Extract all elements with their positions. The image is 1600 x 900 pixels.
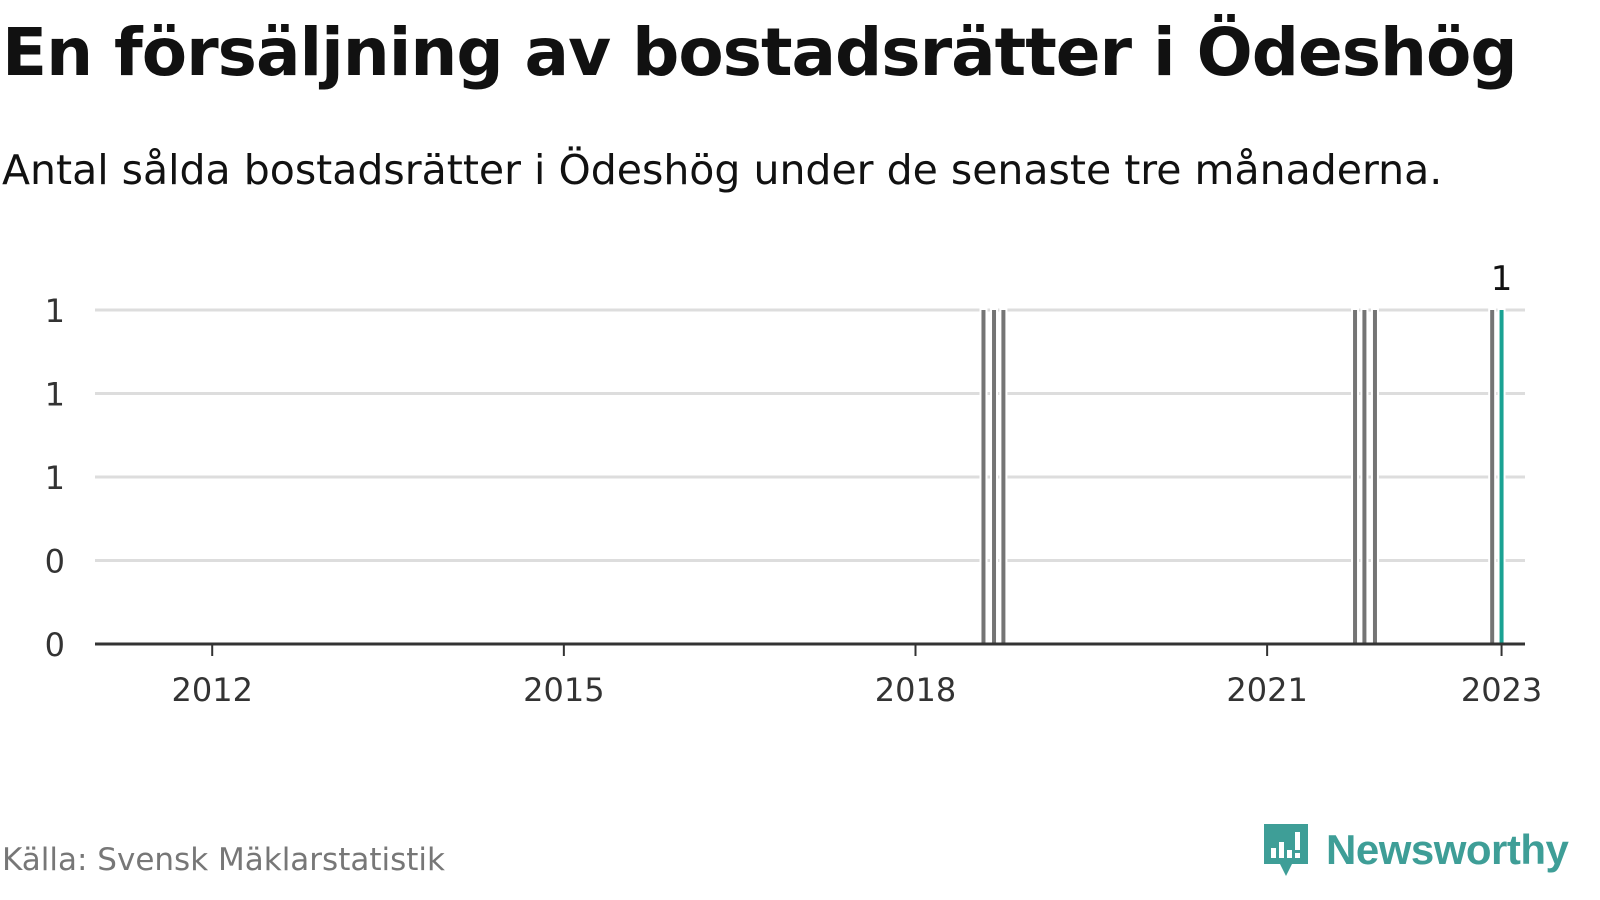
y-tick-label: 1 bbox=[45, 376, 65, 414]
y-axis-ticks: 0 0 1 1 1 bbox=[45, 292, 65, 664]
annotations: 1 bbox=[1491, 259, 1513, 299]
bar bbox=[992, 310, 997, 644]
bar-chart: 0 0 1 1 1 2012 2015 2018 2021 2023 1 bbox=[45, 259, 1543, 709]
brand-name: Newsworthy bbox=[1326, 826, 1569, 873]
y-tick-label: 0 bbox=[45, 543, 65, 581]
chart-subtitle: Antal sålda bostadsrätter i Ödeshög unde… bbox=[2, 146, 1443, 194]
y-tick-label: 1 bbox=[45, 459, 65, 497]
chart-title: En försäljning av bostadsrätter i Ödeshö… bbox=[2, 14, 1518, 91]
bar bbox=[1362, 310, 1367, 644]
bar bbox=[1001, 310, 1006, 644]
bar bbox=[1372, 310, 1377, 644]
y-tick-label: 0 bbox=[45, 626, 65, 664]
newsworthy-logo-icon bbox=[1264, 824, 1308, 876]
data-label: 1 bbox=[1491, 259, 1513, 299]
bars bbox=[979, 308, 1506, 644]
bar bbox=[1490, 310, 1495, 644]
x-axis-ticks: 2012 2015 2018 2021 2023 bbox=[171, 644, 1542, 709]
x-tick-label: 2015 bbox=[523, 671, 604, 709]
x-tick-label: 2012 bbox=[171, 671, 252, 709]
source-note: Källa: Svensk Mäklarstatistik bbox=[2, 842, 445, 878]
gridlines bbox=[95, 308, 1525, 562]
brand-logo: Newsworthy bbox=[1262, 820, 1569, 880]
bar-highlight bbox=[1499, 310, 1504, 644]
bar bbox=[1353, 310, 1358, 644]
y-tick-label: 1 bbox=[45, 292, 65, 330]
x-tick-label: 2018 bbox=[875, 671, 956, 709]
bar bbox=[981, 310, 986, 644]
x-tick-label: 2023 bbox=[1461, 671, 1542, 709]
x-tick-label: 2021 bbox=[1226, 671, 1307, 709]
